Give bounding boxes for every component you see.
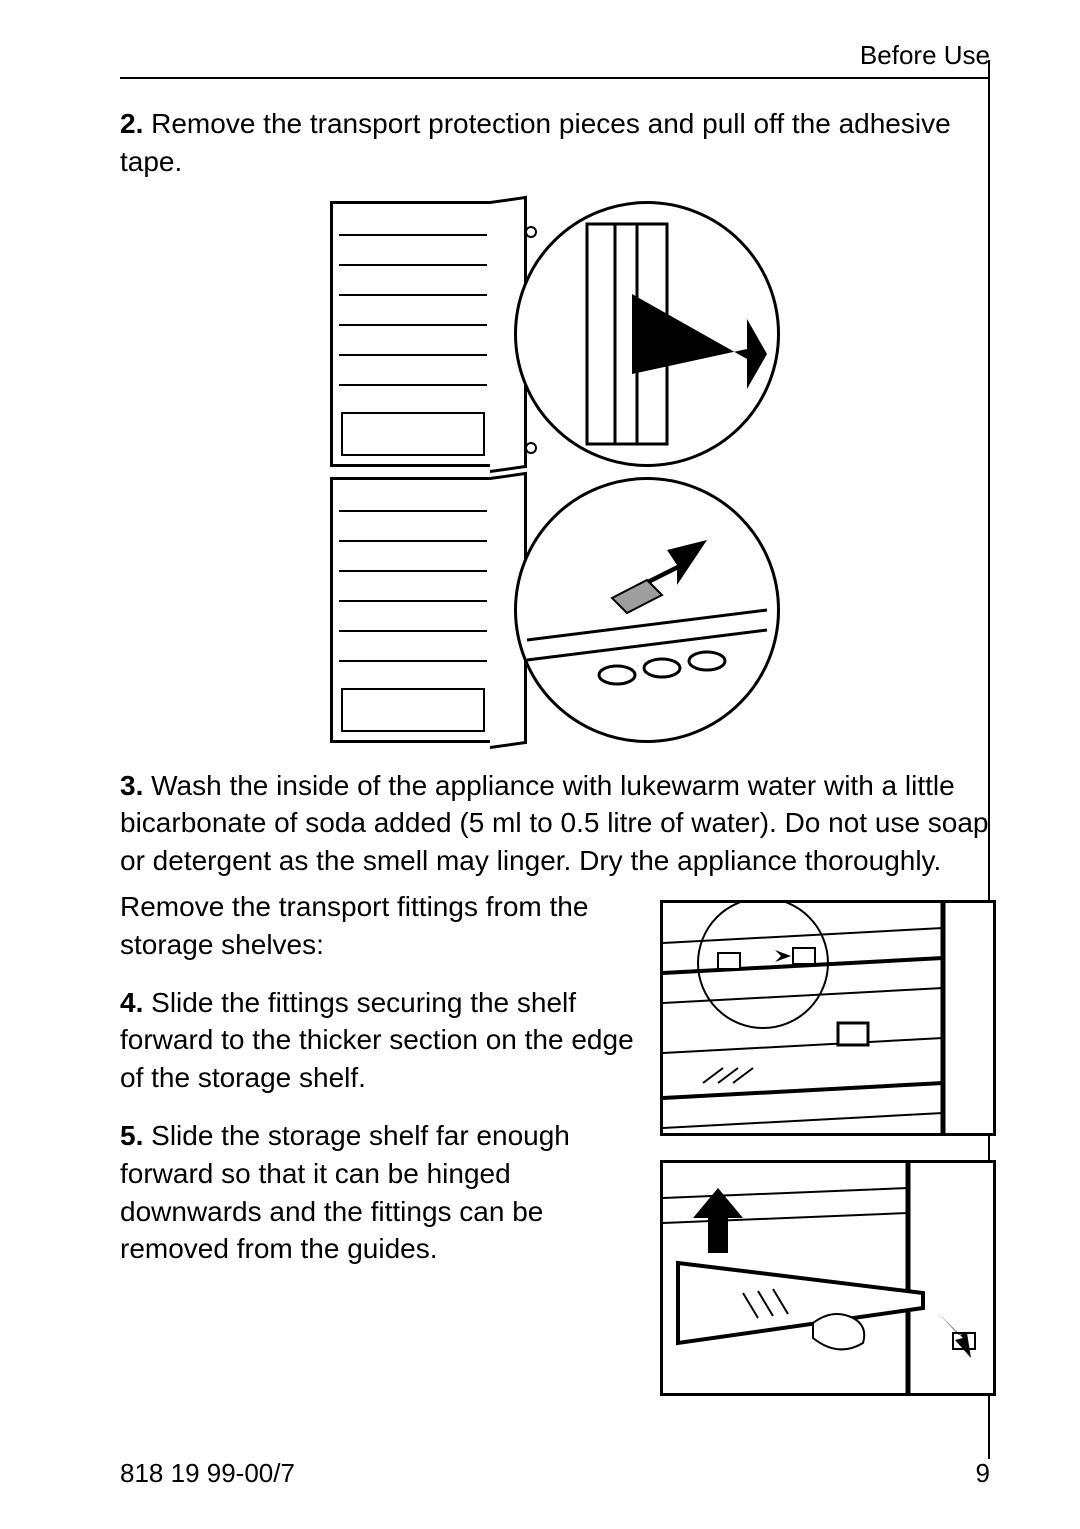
step-4-text: Slide the fittings securing the shelf fo… [120, 987, 634, 1094]
step-5: 5. Slide the storage shelf far enough fo… [120, 1117, 636, 1268]
step-3-sub: Remove the transport fittings from the s… [120, 888, 636, 964]
detail-circle-tape [514, 201, 780, 467]
step-5-number: 5. [120, 1120, 143, 1151]
figure-row-1 [120, 201, 990, 467]
step-5-text: Slide the storage shelf far enough forwa… [120, 1120, 570, 1264]
header-title: Before Use [120, 40, 990, 79]
step-2-text: Remove the transport protection pieces a… [120, 108, 951, 177]
footer-page-number: 9 [976, 1458, 990, 1489]
step-3-text: Wash the inside of the appliance with lu… [120, 770, 989, 877]
fridge-diagram-2 [330, 477, 496, 743]
diagram-shelf-fittings-slide [660, 900, 996, 1136]
figure-row-2 [120, 477, 990, 743]
step-2: 2. Remove the transport protection piece… [120, 105, 990, 181]
detail-circle-clip [514, 477, 780, 743]
step-4-number: 4. [120, 987, 143, 1018]
step-3: 3. Wash the inside of the appliance with… [120, 767, 990, 880]
step-3-number: 3. [120, 770, 143, 801]
step-2-number: 2. [120, 108, 143, 139]
step-4: 4. Slide the fittings securing the shelf… [120, 984, 636, 1097]
diagram-shelf-hinge-down [660, 1160, 996, 1396]
fridge-diagram-1 [330, 201, 496, 467]
footer-doc-id: 818 19 99-00/7 [120, 1458, 295, 1489]
